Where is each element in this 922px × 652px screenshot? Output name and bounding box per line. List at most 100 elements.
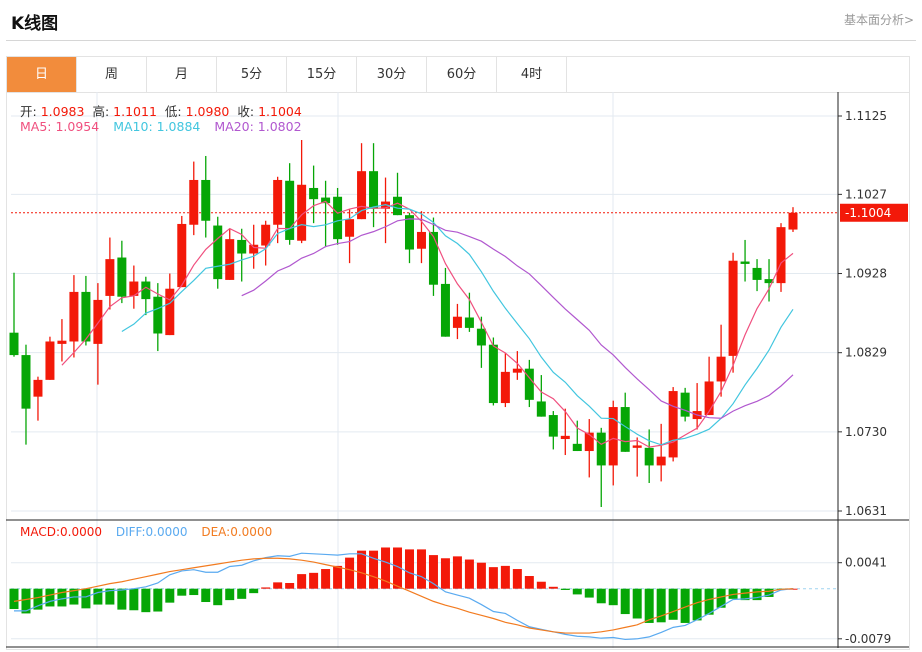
macd-bar [333, 565, 343, 589]
tab-day[interactable]: 日 [7, 57, 77, 92]
candle [692, 383, 702, 430]
close-label: 收: [237, 104, 255, 119]
candle [237, 228, 247, 282]
tab-30min[interactable]: 30分 [357, 57, 427, 92]
macd-bar [740, 588, 750, 601]
macd-bar [81, 588, 91, 609]
macd-bar [752, 588, 762, 601]
chart-area[interactable] [6, 92, 910, 650]
candle-body [536, 401, 546, 417]
candle [740, 239, 750, 282]
tab-15min[interactable]: 15分 [287, 57, 357, 92]
candle [129, 265, 139, 309]
candle-body [285, 180, 295, 240]
candle [309, 165, 319, 224]
candle [261, 220, 271, 266]
macd-bar [644, 588, 654, 623]
candle-body [225, 239, 235, 280]
macd-bar [21, 588, 31, 614]
candle-body [201, 179, 211, 221]
macd-bar [500, 565, 510, 589]
close-value: 1.1004 [258, 104, 302, 119]
macd-bar [536, 581, 546, 589]
tab-month[interactable]: 月 [147, 57, 217, 92]
candle [381, 177, 391, 244]
candle [177, 215, 187, 288]
candle [464, 292, 474, 332]
candle [369, 143, 379, 228]
macd-value: MACD:0.0000 [20, 525, 103, 539]
macd-bar [213, 588, 223, 606]
candle [297, 139, 307, 244]
macd-bar [33, 588, 43, 610]
candle-body [596, 432, 606, 466]
last-price-label: -1.1004 [845, 206, 891, 220]
candle-body [105, 259, 115, 296]
fundamental-analysis-link[interactable]: 基本面分析> [843, 13, 914, 27]
candle-body [488, 344, 498, 404]
macd-bar [524, 576, 534, 589]
macd-bar [357, 550, 367, 589]
candle-body [428, 231, 438, 285]
macd-bar [141, 588, 151, 613]
ma5-legend: MA5: 1.0954 [20, 119, 100, 134]
macd-bar [321, 569, 331, 589]
diff-value: DIFF:0.0000 [115, 525, 188, 539]
candle [620, 392, 630, 452]
macd-bar [297, 574, 307, 589]
candle [584, 419, 594, 478]
candle [764, 259, 774, 302]
candle [752, 259, 762, 292]
candle-body [261, 224, 271, 246]
candle [33, 376, 43, 421]
candle-body [165, 288, 175, 336]
y-tick-label: 1.0631 [845, 504, 887, 518]
ma20-line [241, 218, 794, 419]
macd-bar [428, 555, 438, 589]
candle [488, 337, 498, 406]
candle [81, 275, 91, 346]
candle-body [177, 223, 187, 288]
candle [69, 275, 79, 358]
tab-week[interactable]: 周 [77, 57, 147, 92]
candle [105, 237, 115, 310]
candle-body [500, 371, 510, 404]
candle-body [57, 340, 67, 344]
ma20-legend: MA20: 1.0802 [214, 119, 302, 134]
candle [560, 408, 570, 456]
low-value: 1.0980 [185, 104, 230, 119]
high-label: 高: [92, 104, 110, 119]
macd-bar [93, 588, 103, 605]
macd-tick-label: 0.0041 [845, 556, 887, 570]
candle-body [404, 215, 414, 250]
diff-line [14, 552, 794, 641]
tab-5min[interactable]: 5分 [217, 57, 287, 92]
macd-bar [464, 559, 474, 589]
candle [644, 429, 654, 484]
macd-bar [680, 588, 690, 623]
macd-bar [249, 588, 259, 594]
candle [45, 336, 55, 380]
macd-bar [261, 587, 271, 589]
candle-body [153, 296, 163, 334]
macd-bar [620, 588, 630, 615]
macd-bar [416, 549, 426, 589]
candle-body [440, 283, 450, 337]
low-label: 低: [164, 104, 182, 119]
candle-body [393, 196, 403, 216]
candle [404, 212, 414, 264]
macd-bar [728, 588, 738, 599]
tab-60min[interactable]: 60分 [427, 57, 497, 92]
tab-4h[interactable]: 4时 [497, 57, 567, 92]
candle-body [416, 231, 426, 249]
macd-bar [273, 582, 283, 589]
candle [189, 161, 199, 236]
macd-bar [704, 588, 714, 615]
candle-body [656, 456, 666, 466]
candle [213, 216, 223, 289]
ma10-legend: MA10: 1.0884 [113, 119, 201, 134]
last-price-badge [840, 203, 908, 222]
candle-body [740, 261, 750, 264]
candle [632, 437, 642, 477]
